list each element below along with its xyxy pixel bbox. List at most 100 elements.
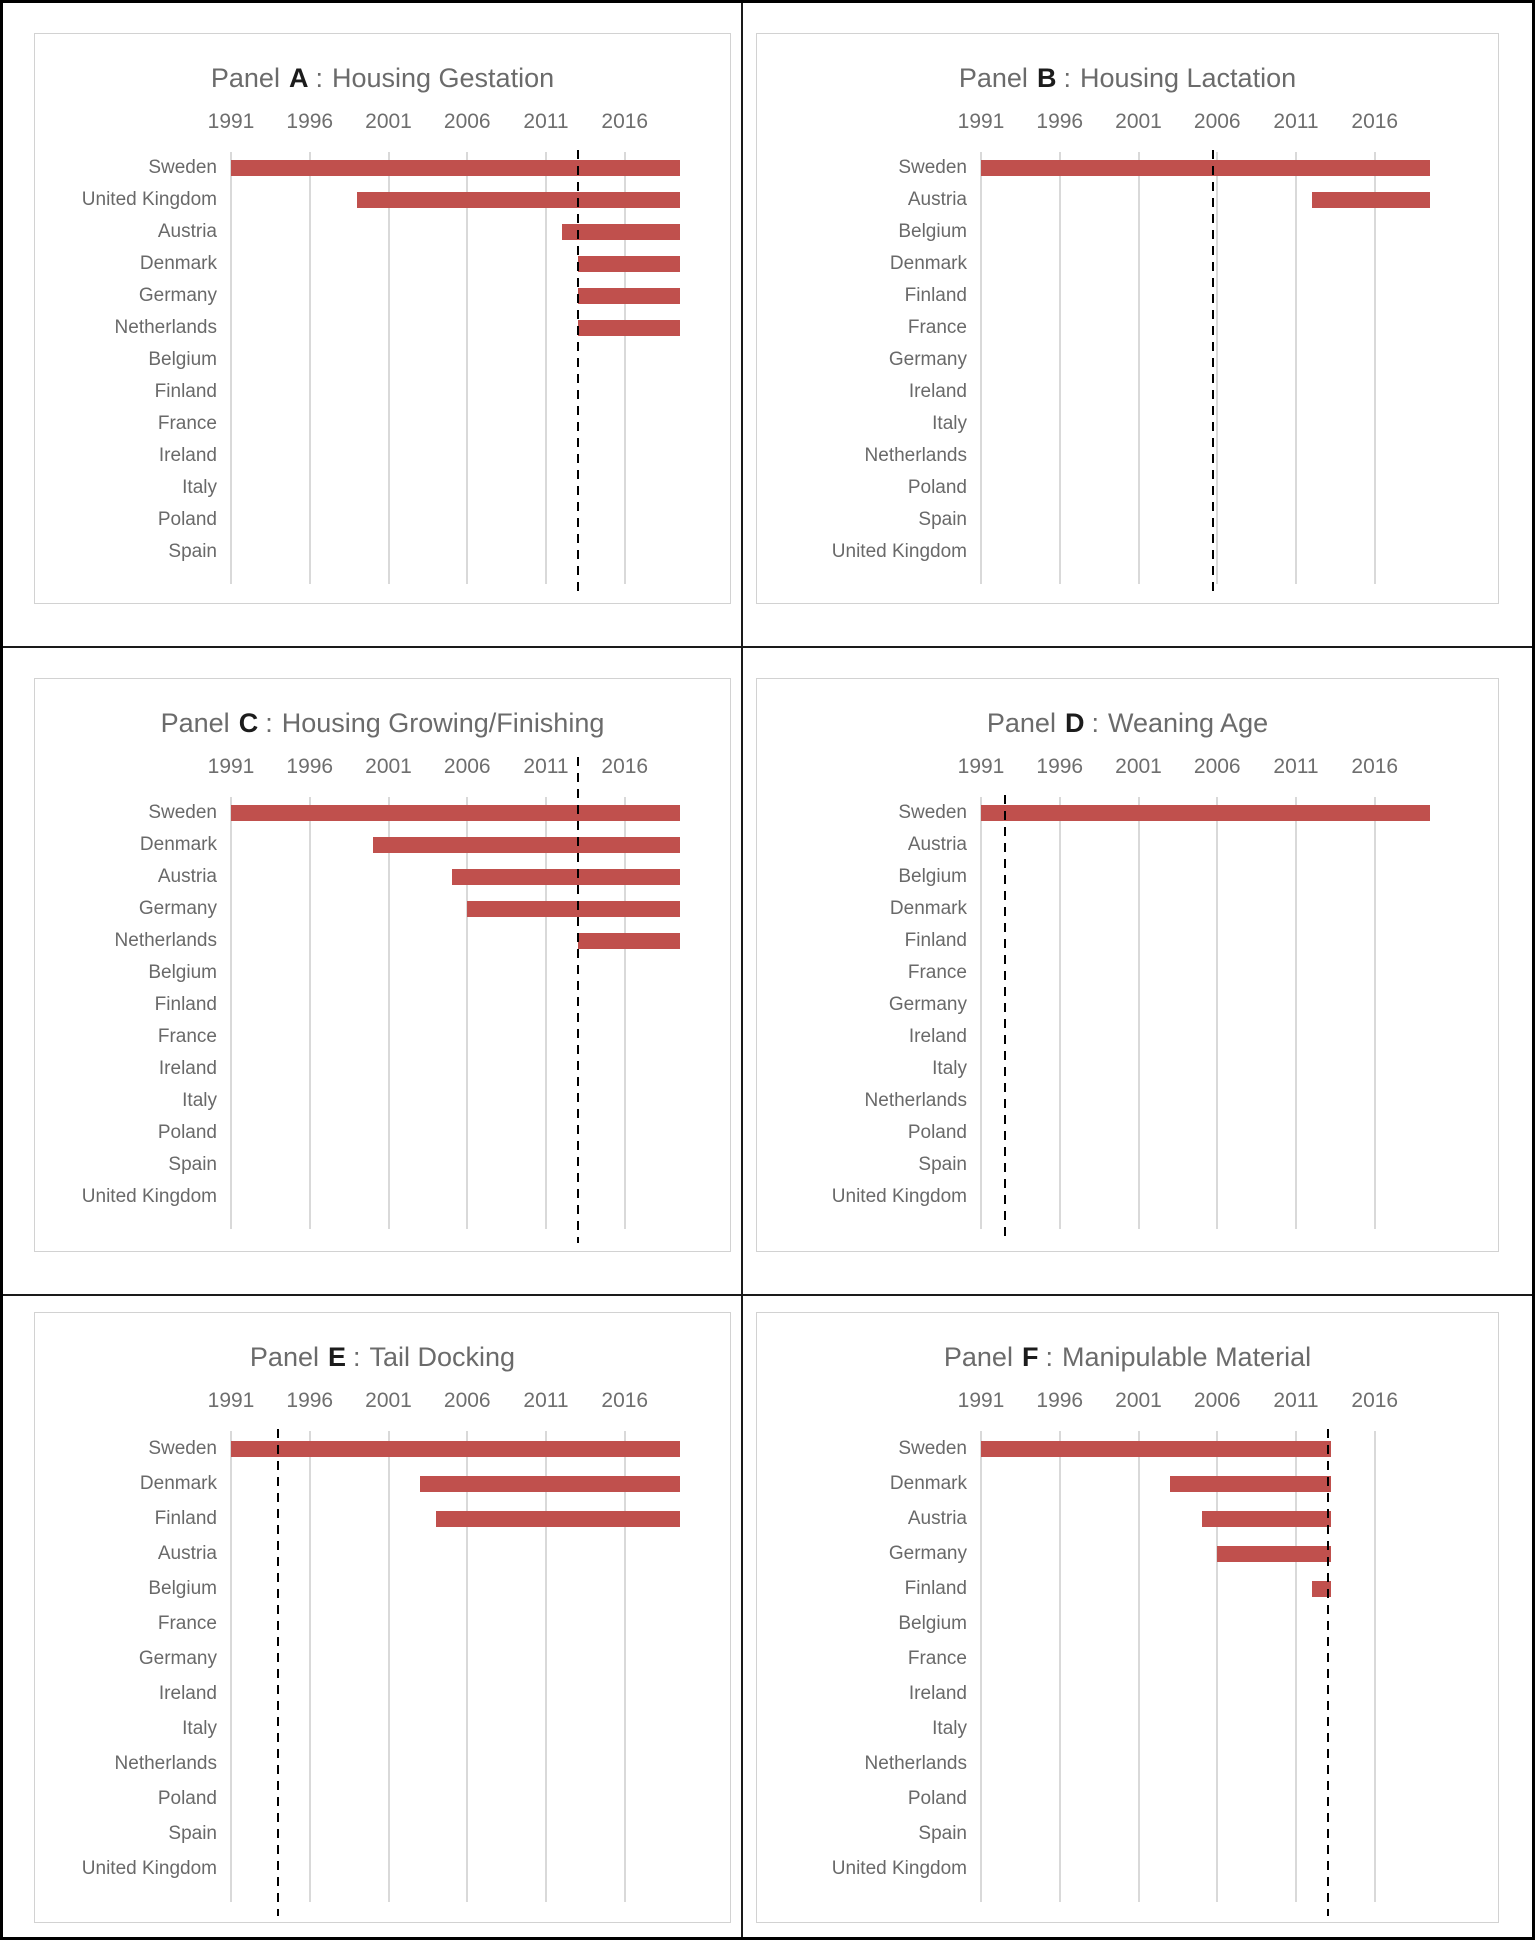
gridline-2011	[545, 797, 547, 1229]
panel-word: Panel	[958, 62, 1028, 93]
country-label-poland: Poland	[157, 509, 217, 530]
country-label-spain: Spain	[918, 1822, 967, 1844]
axis-tick-2006: 2006	[1193, 1389, 1241, 1412]
country-label-austria: Austria	[907, 834, 967, 855]
panel-c-plot: 1991 1996 2001 2006 2011 2016 Sweden Denmark Aus…	[35, 753, 730, 1251]
country-label-austria: Austria	[157, 1542, 217, 1564]
threshold-line	[1003, 795, 1006, 1243]
bar-netherlands	[577, 320, 680, 336]
panel-a-plot: 1991 1996 2001 2006 2011 2016 Sweden United Kin…	[35, 108, 730, 603]
country-label-poland: Poland	[907, 477, 967, 498]
country-label-sweden: Sweden	[148, 1437, 217, 1459]
gridline-2016	[623, 152, 626, 584]
bar-austria	[451, 869, 680, 885]
bar-sweden	[981, 160, 1430, 176]
bar-finland	[1311, 1581, 1331, 1597]
panel-letter: B	[1036, 62, 1057, 93]
panel-f-plot: 1991 1996 2001 2006 2011 2016 Sweden Denmark Aus…	[757, 1387, 1498, 1922]
country-label-netherlands: Netherlands	[114, 1752, 217, 1774]
axis-tick-1991: 1991	[957, 110, 1005, 133]
axis-tick-1996: 1996	[1036, 1389, 1084, 1412]
country-label-belgium: Belgium	[148, 962, 217, 983]
axis-tick-2016: 2016	[1351, 1389, 1399, 1412]
gridline-2011	[545, 1431, 547, 1902]
bar-austria	[1311, 192, 1430, 208]
gridline-1996	[308, 152, 311, 584]
gridline-2001	[387, 797, 390, 1229]
panel-word: Panel	[249, 1341, 319, 1372]
country-label-finland: Finland	[154, 1507, 217, 1529]
panel-separator: :	[1091, 707, 1099, 738]
axis-tick-2016: 2016	[601, 755, 649, 778]
axis-tick-2016: 2016	[601, 110, 649, 133]
country-label-spain: Spain	[168, 1822, 217, 1844]
gridline-2016	[623, 1431, 626, 1902]
country-label-germany: Germany	[888, 994, 967, 1015]
axis-tick-1996: 1996	[286, 1389, 334, 1412]
panel-title-text: Housing Lactation	[1079, 62, 1297, 93]
country-label-belgium: Belgium	[148, 349, 217, 370]
axis-tick-2011: 2011	[1273, 110, 1319, 133]
panel-f-cell: Panel F: Manipulable Material 1991 1996 2001…	[743, 1296, 1532, 1937]
country-label-france: France	[907, 317, 967, 338]
gridline-2006	[1216, 1431, 1219, 1902]
country-label-ireland: Ireland	[908, 1026, 967, 1047]
gridline-2001	[1137, 152, 1140, 584]
panel-word: Panel	[986, 707, 1056, 738]
gridline-2016	[623, 797, 626, 1229]
panel-title-text: Manipulable Material	[1061, 1341, 1312, 1372]
country-label-denmark: Denmark	[889, 253, 967, 274]
gridline-2001	[387, 1431, 390, 1902]
gridline-2016	[1373, 1431, 1376, 1902]
country-label-denmark: Denmark	[139, 1472, 217, 1494]
panel-word: Panel	[210, 62, 280, 93]
gridline-2006	[466, 1431, 469, 1902]
panel-c-title: Panel C: Housing Growing/Finishing	[35, 679, 730, 753]
panel-word: Panel	[943, 1341, 1013, 1372]
panel-c-chart: Panel C: Housing Growing/Finishing 1991 199…	[34, 678, 731, 1252]
axis-tick-1996: 1996	[286, 755, 334, 778]
country-label-poland: Poland	[157, 1787, 217, 1809]
country-label-sweden: Sweden	[148, 802, 217, 823]
axis-tick-1991: 1991	[207, 110, 255, 133]
panel-title-text: Housing Growing/Finishing	[281, 707, 605, 738]
panel-d-title: Panel D: Weaning Age	[757, 679, 1498, 753]
gridline-2006	[466, 152, 469, 584]
axis-tick-2011: 2011	[1273, 755, 1319, 778]
gridline-2016	[1373, 152, 1376, 584]
panel-separator: :	[1063, 62, 1071, 93]
gridline-1991	[980, 152, 982, 584]
gridline-2011	[1295, 797, 1297, 1229]
gridline-2006	[1216, 797, 1219, 1229]
country-label-italy: Italy	[932, 1717, 967, 1739]
bar-denmark	[1170, 1476, 1331, 1492]
country-label-belgium: Belgium	[898, 221, 967, 242]
panel-b-title: Panel B: Housing Lactation	[757, 34, 1498, 108]
panel-separator: :	[265, 707, 273, 738]
panel-c-cell: Panel C: Housing Growing/Finishing 1991 199…	[3, 648, 743, 1296]
country-label-netherlands: Netherlands	[864, 1090, 967, 1111]
bar-sweden	[231, 805, 680, 821]
axis-tick-1996: 1996	[1036, 110, 1084, 133]
axis-tick-2001: 2001	[365, 1389, 412, 1412]
axis-tick-2006: 2006	[443, 110, 491, 133]
panel-e-chart: Panel E: Tail Docking 1991 1996 2001 2006 2011…	[34, 1312, 731, 1923]
gridline-1996	[308, 797, 311, 1229]
panel-a-cell: Panel A: Housing Gestation 1991 1996 2001 200…	[3, 3, 743, 648]
bar-finland	[435, 1511, 680, 1527]
panel-letter: E	[327, 1341, 346, 1372]
gridline-1991	[980, 1431, 982, 1902]
country-label-italy: Italy	[932, 1058, 967, 1079]
country-label-france: France	[157, 413, 217, 434]
gridline-1991	[230, 797, 232, 1229]
country-label-united-kingdom: United Kingdom	[831, 1857, 967, 1879]
country-label-spain: Spain	[918, 1154, 967, 1175]
gridline-1991	[980, 797, 982, 1229]
country-label-ireland: Ireland	[908, 1682, 967, 1704]
axis-tick-2001: 2001	[1115, 755, 1162, 778]
gridline-2016	[1373, 797, 1376, 1229]
country-label-poland: Poland	[907, 1787, 967, 1809]
threshold-line	[576, 757, 579, 1243]
axis-tick-2001: 2001	[1115, 110, 1162, 133]
axis-tick-2006: 2006	[443, 1389, 491, 1412]
